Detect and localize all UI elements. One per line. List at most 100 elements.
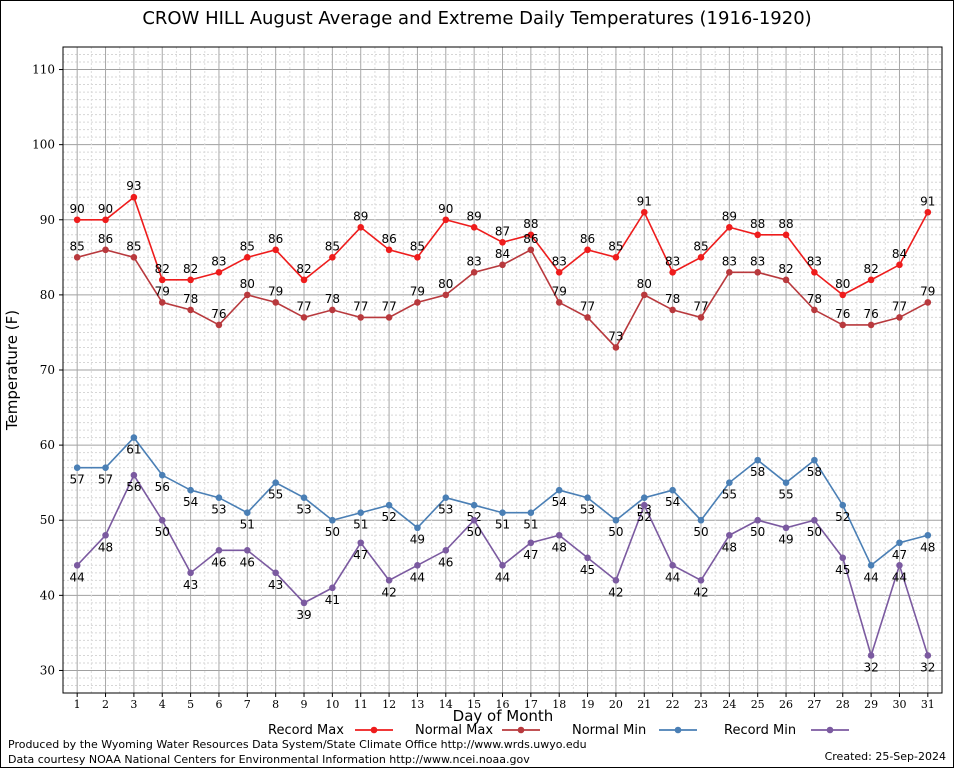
record-min-data-label: 52	[637, 510, 652, 524]
record-max-data-label: 88	[750, 217, 765, 231]
normal-max-point	[811, 306, 818, 314]
record-min-data-label: 43	[183, 578, 198, 592]
normal-min-data-label: 54	[552, 495, 567, 509]
normal-max-data-label: 86	[98, 232, 113, 246]
normal-min-point	[924, 531, 932, 539]
x-tick-label: 5	[187, 698, 194, 711]
x-tick-label: 16	[496, 698, 510, 711]
record-max-data-label: 83	[552, 254, 567, 268]
record-max-point	[499, 239, 506, 246]
record-min-data-label: 44	[495, 570, 510, 584]
record-min-data-label: 47	[523, 548, 538, 562]
normal-min-data-label: 54	[183, 495, 198, 509]
record-max-point	[329, 254, 336, 261]
record-max-data-label: 82	[155, 262, 170, 276]
normal-max-data-label: 78	[183, 292, 198, 306]
normal-max-data-label: 76	[863, 307, 878, 321]
record-max-data-label: 86	[381, 232, 396, 246]
normal-max-point	[612, 344, 620, 351]
normal-max-point	[414, 299, 421, 306]
y-tick-label: 60	[40, 438, 55, 452]
record-min-data-label: 42	[381, 585, 396, 599]
normal-min-point	[385, 501, 393, 509]
normal-min-point	[73, 464, 81, 471]
normal-min-point	[867, 562, 875, 569]
record-max-data-label: 84	[892, 247, 907, 261]
record-max-data-label: 88	[778, 217, 793, 231]
normal-max-data-label: 80	[240, 277, 255, 291]
normal-min-data-label: 51	[240, 518, 255, 532]
record-max-data-label: 89	[353, 209, 368, 223]
normal-min-point	[584, 494, 591, 501]
record-min-data-label: 49	[778, 533, 793, 547]
y-axis-label: Temperature (F)	[3, 310, 21, 431]
record-min-point	[584, 554, 591, 562]
record-max-point	[244, 254, 251, 261]
x-tick-label: 1	[74, 698, 81, 711]
record-min-point	[187, 569, 194, 577]
normal-min-data-label: 53	[580, 503, 595, 517]
normal-min-point	[215, 494, 223, 501]
record-min-point	[244, 546, 251, 554]
record-min-data-label: 42	[608, 585, 623, 599]
normal-min-point	[329, 516, 336, 524]
normal-max-point	[244, 291, 251, 299]
record-min-point	[272, 569, 279, 577]
normal-min-data-label: 57	[70, 473, 85, 487]
x-tick-label: 15	[467, 698, 481, 711]
normal-max-data-label: 79	[552, 284, 567, 298]
record-min-point	[499, 562, 506, 569]
y-tick-label: 30	[40, 663, 55, 677]
record-max-data-label: 86	[268, 232, 283, 246]
normal-max-point	[924, 299, 932, 306]
normal-min-data-label: 57	[98, 473, 113, 487]
normal-min-data-label: 51	[495, 518, 510, 532]
normal-min-data-label: 55	[778, 488, 793, 502]
normal-min-point	[782, 479, 790, 486]
record-min-data-label: 50	[155, 525, 170, 539]
normal-max-data-label: 77	[381, 299, 396, 313]
record-max-point	[924, 208, 932, 216]
record-max-point	[215, 269, 223, 276]
normal-max-data-label: 78	[325, 292, 340, 306]
normal-max-data-label: 73	[608, 329, 623, 343]
record-max-point	[130, 193, 138, 201]
record-min-data-label: 45	[580, 563, 595, 577]
normal-min-data-label: 51	[353, 518, 368, 532]
normal-min-point	[839, 501, 847, 509]
normal-max-data-label: 76	[835, 307, 850, 321]
record-min-point	[385, 577, 393, 584]
normal-max-point	[754, 269, 761, 276]
record-min-data-label: 41	[325, 593, 340, 607]
y-tick-label: 50	[40, 513, 55, 527]
normal-min-point	[414, 524, 421, 532]
legend-label: Normal Min	[572, 723, 646, 738]
record-min-data-label: 39	[296, 608, 311, 622]
x-tick-label: 24	[722, 698, 736, 711]
normal-max-data-label: 77	[296, 299, 311, 313]
record-max-data-label: 88	[523, 217, 538, 231]
normal-max-point	[782, 276, 790, 284]
normal-max-point	[73, 254, 81, 261]
record-max-point	[555, 269, 563, 276]
record-max-point	[612, 254, 620, 261]
record-min-data-label: 46	[438, 555, 453, 569]
record-max-point	[811, 269, 818, 276]
normal-min-point	[357, 509, 365, 517]
normal-max-point	[839, 321, 847, 329]
record-min-point	[215, 546, 223, 554]
normal-max-point	[584, 314, 591, 321]
record-min-point	[754, 516, 761, 524]
normal-max-data-label: 79	[410, 284, 425, 298]
normal-max-point	[130, 254, 138, 261]
normal-min-data-label: 61	[126, 443, 141, 457]
record-max-point	[726, 223, 733, 231]
record-min-point	[357, 539, 365, 547]
normal-min-point	[300, 494, 308, 501]
legend-label: Record Min	[724, 723, 796, 738]
normal-min-point	[811, 456, 818, 464]
record-max-data-label: 85	[608, 239, 623, 253]
normal-max-data-label: 85	[126, 239, 141, 253]
record-max-point	[470, 223, 478, 231]
x-tick-label: 8	[272, 698, 279, 711]
